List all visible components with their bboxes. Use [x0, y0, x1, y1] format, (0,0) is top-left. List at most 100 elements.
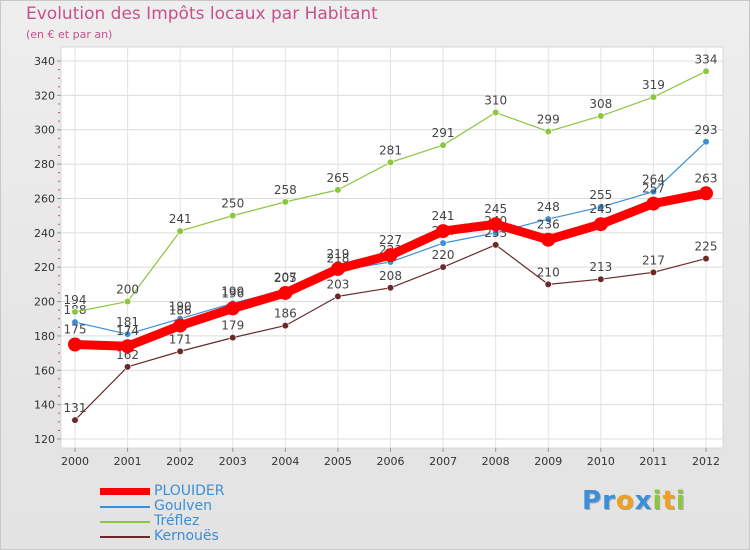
data-point-goulven: [597, 203, 605, 211]
logo-letter: r: [602, 486, 616, 516]
data-point-kernoues: [702, 254, 710, 263]
data-label-treflez: 319: [642, 78, 665, 92]
x-tick-label: 2009: [534, 455, 562, 468]
y-tick-label: 160: [34, 364, 55, 377]
data-point-kernoues: [649, 268, 658, 276]
data-label-plouider: 196: [221, 286, 244, 300]
legend-label: Kernouës: [154, 528, 219, 544]
data-label-plouider: 245: [589, 202, 612, 216]
x-tick-label: 2006: [377, 455, 405, 468]
y-tick-label: 200: [34, 296, 55, 309]
data-label-treflez: 265: [326, 171, 349, 185]
data-point-treflez: [597, 112, 605, 120]
logo-letter: o: [615, 486, 635, 516]
data-label-treflez: 250: [221, 197, 244, 211]
data-label-plouider: 236: [537, 218, 560, 232]
legend-swatch: [100, 536, 150, 538]
data-point-treflez: [229, 212, 237, 220]
data-point-plouider: [330, 261, 345, 276]
data-point-kernoues: [334, 292, 342, 300]
data-label-goulven: 181: [116, 315, 139, 329]
data-label-goulven: 218: [326, 252, 349, 266]
data-point-goulven: [439, 239, 447, 247]
data-point-plouider: [541, 232, 556, 247]
data-point-plouider: [68, 337, 82, 352]
data-label-kernoues: 203: [326, 277, 349, 291]
data-point-kernoues: [386, 284, 395, 292]
data-label-goulven: 207: [274, 271, 297, 285]
data-point-treflez: [71, 308, 79, 316]
data-label-plouider: 175: [64, 323, 87, 337]
data-label-kernoues: 131: [64, 401, 87, 415]
data-point-goulven: [123, 330, 132, 338]
data-point-treflez: [123, 297, 132, 306]
data-label-plouider: 227: [379, 233, 402, 247]
x-tick-label: 2011: [639, 455, 667, 468]
logo-letter: x: [634, 486, 653, 516]
data-label-goulven: 190: [169, 300, 192, 314]
data-point-treflez: [386, 158, 395, 166]
data-label-treflez: 241: [169, 212, 192, 226]
x-tick-label: 2008: [482, 455, 510, 468]
logo-letter: t: [662, 486, 676, 516]
y-tick-label: 220: [34, 261, 55, 274]
data-point-treflez: [334, 186, 342, 194]
data-label-plouider: 241: [432, 209, 455, 223]
data-point-treflez: [649, 93, 658, 101]
data-label-treflez: 310: [484, 94, 507, 108]
legend-swatch: [100, 488, 150, 495]
data-point-kernoues: [281, 322, 289, 330]
data-point-plouider: [278, 285, 293, 300]
data-point-treflez: [702, 67, 710, 75]
data-label-treflez: 308: [589, 97, 612, 111]
x-tick-label: 2004: [271, 455, 299, 468]
data-label-kernoues: 179: [221, 319, 244, 333]
data-label-kernoues: 186: [274, 307, 297, 321]
x-tick-label: 2005: [324, 455, 352, 468]
data-label-treflez: 281: [379, 143, 402, 157]
data-label-plouider: 245: [484, 202, 507, 216]
x-tick-label: 2007: [429, 455, 457, 468]
data-point-plouider: [593, 217, 608, 232]
data-point-kernoues: [597, 275, 605, 283]
data-label-kernoues: 171: [169, 332, 192, 346]
data-point-treflez: [176, 227, 184, 235]
data-label-treflez: 334: [695, 52, 718, 66]
x-tick-label: 2012: [692, 455, 720, 468]
x-tick-label: 2002: [166, 455, 194, 468]
data-label-treflez: 291: [432, 126, 455, 140]
chart-subtitle: (en € et par an): [26, 28, 113, 41]
data-label-treflez: 200: [116, 283, 139, 297]
data-point-treflez: [439, 141, 447, 149]
y-tick-label: 140: [34, 399, 55, 412]
data-point-goulven: [702, 138, 710, 146]
legend-label: Goulven: [154, 498, 212, 514]
logo-letter: i: [675, 486, 686, 516]
chart-title: Evolution des Impôts locaux par Habitant: [26, 4, 378, 24]
data-point-goulven: [544, 215, 552, 223]
data-label-goulven: 199: [221, 284, 244, 298]
data-label-treflez: 258: [274, 183, 297, 197]
data-point-kernoues: [544, 280, 552, 288]
data-point-kernoues: [123, 363, 132, 371]
data-point-kernoues: [71, 416, 79, 424]
data-point-kernoues: [439, 263, 447, 271]
data-point-kernoues: [176, 347, 184, 355]
y-tick-label: 180: [34, 330, 55, 343]
x-tick-label: 2003: [219, 455, 247, 468]
data-label-plouider: 205: [274, 271, 297, 285]
proxiti-logo: Proxiti: [582, 486, 686, 516]
data-point-plouider: [436, 224, 451, 239]
y-tick-label: 240: [34, 227, 55, 240]
data-point-plouider: [173, 318, 188, 333]
y-tick-label: 320: [34, 89, 55, 102]
data-label-goulven: 293: [695, 123, 718, 137]
data-label-plouider: 186: [169, 304, 192, 318]
data-label-plouider: 219: [326, 247, 349, 261]
legend-label: PLOUIDER: [154, 483, 225, 499]
data-label-plouider: 174: [116, 324, 139, 338]
legend-label: Tréflez: [154, 513, 200, 529]
data-point-treflez: [544, 127, 552, 136]
plot-area: [60, 46, 724, 449]
